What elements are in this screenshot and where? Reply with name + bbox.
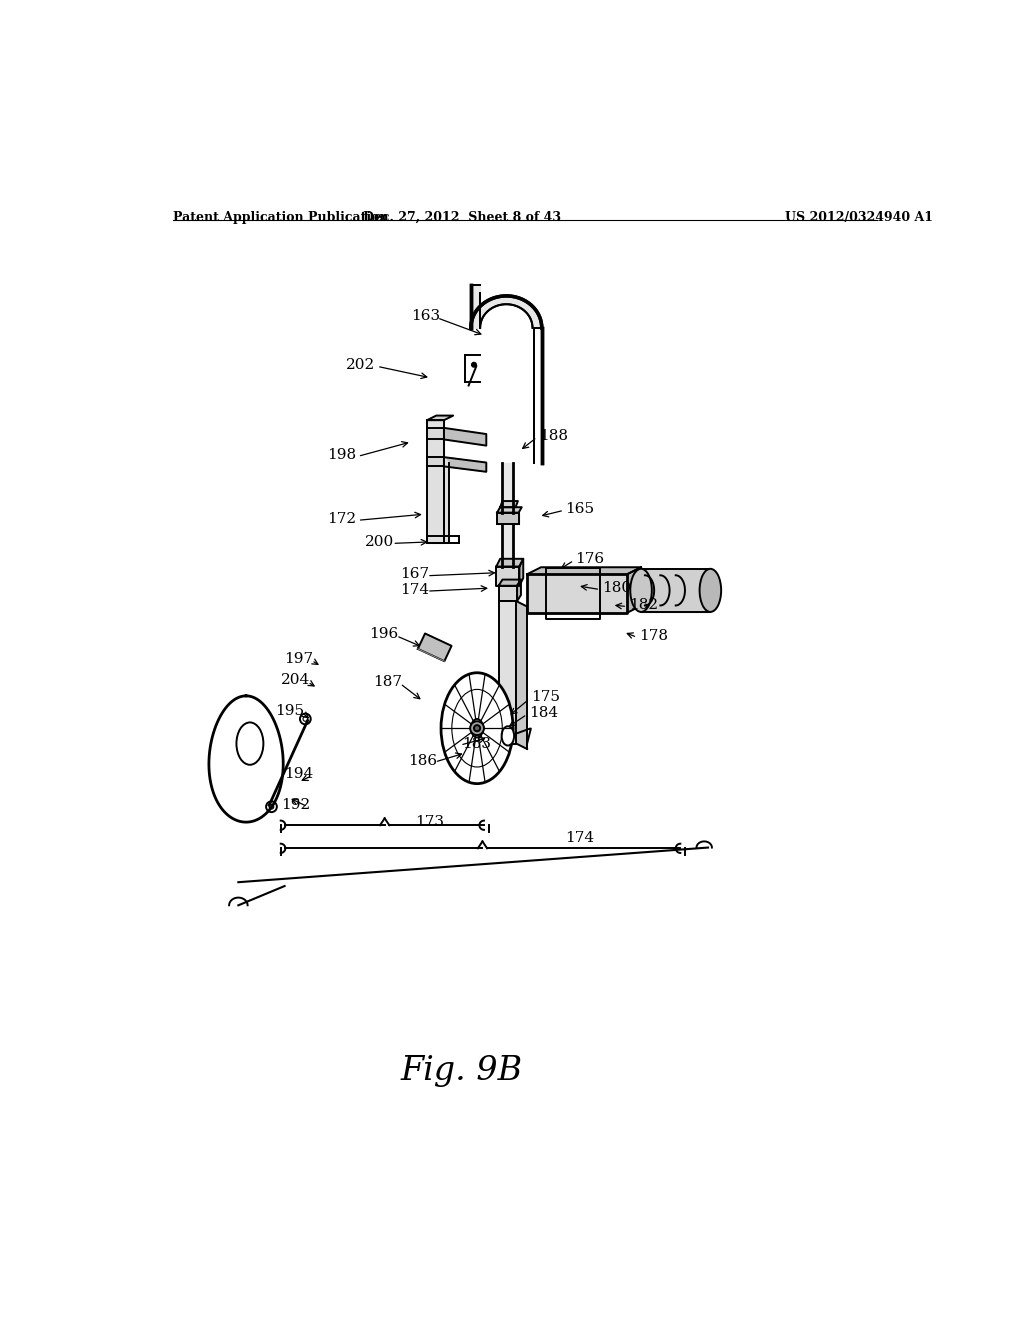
Text: 188: 188 bbox=[539, 429, 567, 442]
Polygon shape bbox=[444, 428, 486, 446]
Ellipse shape bbox=[502, 726, 514, 746]
Polygon shape bbox=[628, 568, 641, 612]
Text: 204: 204 bbox=[281, 673, 310, 688]
Polygon shape bbox=[497, 507, 521, 512]
Polygon shape bbox=[427, 420, 444, 544]
Ellipse shape bbox=[474, 725, 480, 731]
Text: 182: 182 bbox=[630, 598, 658, 612]
Text: 175: 175 bbox=[531, 690, 560, 705]
Polygon shape bbox=[516, 601, 527, 748]
Text: 184: 184 bbox=[528, 706, 558, 719]
Text: 194: 194 bbox=[285, 767, 313, 781]
Polygon shape bbox=[444, 457, 449, 544]
Polygon shape bbox=[471, 285, 480, 327]
Text: 183: 183 bbox=[462, 737, 490, 751]
Text: Dec. 27, 2012  Sheet 8 of 43: Dec. 27, 2012 Sheet 8 of 43 bbox=[362, 211, 561, 224]
Text: 186: 186 bbox=[408, 754, 437, 767]
Polygon shape bbox=[500, 502, 518, 507]
Polygon shape bbox=[500, 601, 516, 743]
Text: Fig. 9B: Fig. 9B bbox=[400, 1055, 522, 1086]
Text: 167: 167 bbox=[400, 568, 429, 581]
Polygon shape bbox=[503, 524, 513, 566]
Polygon shape bbox=[497, 512, 518, 524]
Text: 180: 180 bbox=[602, 581, 631, 595]
Text: 174: 174 bbox=[400, 582, 429, 597]
Polygon shape bbox=[503, 462, 513, 512]
Ellipse shape bbox=[699, 569, 721, 612]
Polygon shape bbox=[427, 428, 444, 440]
Ellipse shape bbox=[470, 721, 484, 735]
Polygon shape bbox=[471, 296, 542, 327]
Text: 176: 176 bbox=[575, 552, 605, 566]
Text: 192: 192 bbox=[281, 799, 310, 812]
Text: 196: 196 bbox=[370, 627, 398, 642]
Text: 187: 187 bbox=[373, 675, 402, 689]
Ellipse shape bbox=[471, 719, 483, 738]
Text: 174: 174 bbox=[565, 830, 595, 845]
Text: Patent Application Publication: Patent Application Publication bbox=[173, 211, 388, 224]
Text: 165: 165 bbox=[565, 502, 595, 516]
Polygon shape bbox=[527, 568, 641, 574]
Ellipse shape bbox=[269, 804, 273, 809]
Text: 178: 178 bbox=[639, 628, 668, 643]
Text: US 2012/0324940 A1: US 2012/0324940 A1 bbox=[785, 211, 933, 224]
Text: 198: 198 bbox=[327, 447, 356, 462]
Polygon shape bbox=[444, 457, 486, 471]
Polygon shape bbox=[519, 558, 523, 586]
Polygon shape bbox=[427, 416, 454, 420]
Text: 200: 200 bbox=[366, 535, 394, 549]
Polygon shape bbox=[497, 558, 523, 566]
Polygon shape bbox=[418, 634, 452, 661]
Text: 173: 173 bbox=[416, 816, 444, 829]
Polygon shape bbox=[499, 579, 521, 586]
Polygon shape bbox=[517, 579, 521, 601]
Polygon shape bbox=[641, 569, 711, 612]
Ellipse shape bbox=[441, 673, 513, 784]
Polygon shape bbox=[499, 586, 517, 601]
Circle shape bbox=[472, 363, 476, 367]
Text: 163: 163 bbox=[412, 309, 440, 323]
Text: 202: 202 bbox=[346, 358, 376, 372]
Polygon shape bbox=[427, 457, 444, 466]
Ellipse shape bbox=[631, 569, 652, 612]
Polygon shape bbox=[497, 566, 519, 586]
Text: 197: 197 bbox=[285, 652, 313, 665]
Text: 195: 195 bbox=[275, 705, 304, 718]
Polygon shape bbox=[527, 574, 628, 612]
Text: 172: 172 bbox=[327, 512, 356, 525]
